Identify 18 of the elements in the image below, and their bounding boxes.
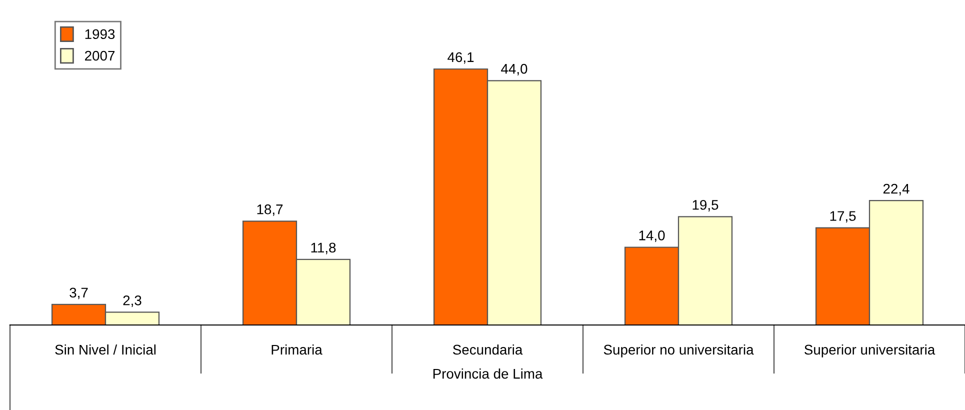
data-label: 14,0 — [639, 230, 665, 242]
x-tick-label: Secundaria — [453, 344, 523, 355]
data-label: 11,8 — [311, 242, 336, 254]
x-tick-label: Sin Nivel / Inicial — [55, 344, 156, 355]
x-axis-title: Provincia de Lima — [433, 368, 543, 379]
data-label: 2,3 — [123, 295, 142, 307]
x-tick-label: Primaria — [272, 344, 322, 355]
data-label: 22,4 — [883, 184, 910, 196]
data-label: 18,7 — [257, 204, 283, 216]
data-label: 3,7 — [70, 288, 88, 300]
legend-label: 2007 — [85, 50, 115, 61]
data-label: 44,0 — [501, 64, 528, 76]
data-label: 19,5 — [692, 200, 718, 212]
data-label: 46,1 — [448, 52, 474, 64]
x-tick-label: Superior no universitaria — [604, 344, 754, 358]
legend-label: 1993 — [85, 29, 115, 40]
x-tick-label: Superior universitaria — [804, 344, 936, 358]
data-label: 17,5 — [830, 211, 856, 223]
